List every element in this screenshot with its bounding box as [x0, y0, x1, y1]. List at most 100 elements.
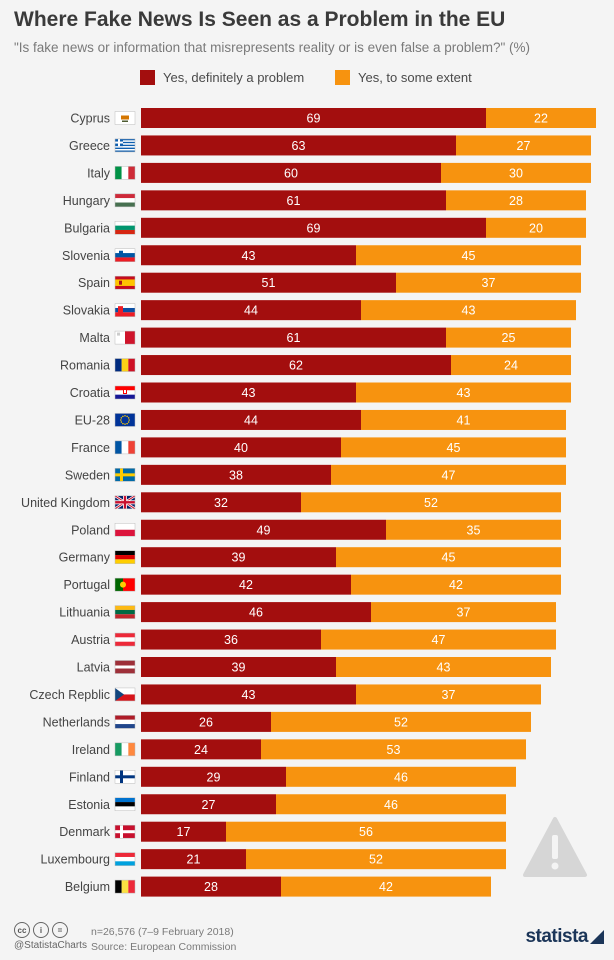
- category-label: Romania: [60, 359, 110, 373]
- bar-value-definitely: 46: [249, 606, 263, 620]
- bar-some-extent: [336, 547, 561, 568]
- luxembourg-flag-icon: [114, 852, 136, 866]
- bar-definitely: [141, 629, 321, 650]
- germany-flag-icon: [114, 550, 136, 564]
- category-label: Sweden: [65, 468, 110, 482]
- category-label: EU-28: [75, 413, 110, 427]
- bar-value-some-extent: 52: [424, 496, 438, 510]
- category-label: Hungary: [63, 194, 111, 208]
- bar-value-definitely: 26: [199, 715, 213, 729]
- bar-value-definitely: 43: [242, 386, 256, 400]
- warning-icon: [523, 817, 587, 877]
- category-label: Austria: [71, 633, 110, 647]
- bar-value-some-extent: 42: [449, 578, 463, 592]
- bar-value-definitely: 69: [307, 221, 321, 235]
- bar-some-extent: [246, 849, 506, 870]
- bar-value-definitely: 39: [232, 661, 246, 675]
- bar-some-extent: [456, 135, 591, 156]
- bar-some-extent: [441, 162, 591, 183]
- cyprus-flag-icon: [114, 111, 136, 125]
- netherlands-flag-icon: [114, 715, 136, 729]
- bar-some-extent: [271, 711, 531, 732]
- bar-definitely: [141, 464, 331, 485]
- bar-value-some-extent: 41: [457, 413, 471, 427]
- bar-definitely: [141, 684, 356, 705]
- bar-some-extent: [451, 355, 571, 376]
- sample-note: n=26,576 (7–9 February 2018): [91, 926, 234, 938]
- bar-value-definitely: 44: [244, 413, 258, 427]
- bar-some-extent: [351, 574, 561, 595]
- denmark-flag-icon: [114, 824, 136, 839]
- category-label: Finland: [69, 770, 110, 784]
- bar-some-extent: [371, 602, 556, 623]
- bar-definitely: [141, 135, 456, 156]
- category-label: Ireland: [72, 743, 110, 757]
- greece-flag-icon: [114, 138, 136, 153]
- bar-value-definitely: 63: [292, 139, 306, 153]
- bar-value-some-extent: 45: [442, 551, 456, 565]
- category-label: Latvia: [77, 661, 110, 675]
- category-label: Portugal: [63, 578, 110, 592]
- bar-value-definitely: 24: [194, 743, 208, 757]
- legend-item-definitely: Yes, definitely a problem: [140, 70, 304, 85]
- bar-value-some-extent: 37: [442, 688, 456, 702]
- bar-value-definitely: 49: [257, 523, 271, 537]
- category-label: Estonia: [68, 798, 110, 812]
- by-icon: i: [33, 922, 49, 938]
- bar-some-extent: [286, 766, 516, 787]
- chart-title: Where Fake News Is Seen as a Problem in …: [14, 8, 506, 31]
- bar-value-definitely: 38: [229, 468, 243, 482]
- bar-value-some-extent: 56: [359, 825, 373, 839]
- bar-value-some-extent: 52: [369, 853, 383, 867]
- latvia-flag-icon: [114, 660, 136, 674]
- finland-flag-icon: [114, 770, 136, 784]
- poland-flag-icon: [114, 523, 136, 537]
- bar-value-some-extent: 52: [394, 715, 408, 729]
- bar-value-definitely: 29: [207, 770, 221, 784]
- bar-value-definitely: 32: [214, 496, 228, 510]
- bar-definitely: [141, 766, 286, 787]
- social-handle: @StatistaCharts: [14, 940, 87, 951]
- bar-value-definitely: 17: [177, 825, 191, 839]
- bar-definitely: [141, 711, 271, 732]
- bar-definitely: [141, 437, 341, 458]
- category-label: Croatia: [70, 386, 110, 400]
- bar-value-definitely: 40: [234, 441, 248, 455]
- bar-value-definitely: 28: [204, 880, 218, 894]
- bar-definitely: [141, 355, 451, 376]
- statista-logo: statista: [525, 926, 604, 948]
- bar-value-some-extent: 46: [394, 770, 408, 784]
- bar-some-extent: [356, 245, 581, 266]
- bar-some-extent: [281, 876, 491, 897]
- chart-subtitle: "Is fake news or information that misrep…: [14, 40, 531, 55]
- austria-flag-icon: [114, 632, 136, 647]
- bar-definitely: [141, 876, 281, 897]
- bar-value-some-extent: 37: [457, 606, 471, 620]
- bar-some-extent: [446, 190, 586, 211]
- bar-value-some-extent: 35: [467, 523, 481, 537]
- bar-definitely: [141, 272, 396, 293]
- category-label: Belgium: [65, 880, 110, 894]
- hungary-flag-icon: [114, 193, 136, 208]
- sweden-flag-icon: [114, 468, 136, 482]
- bar-some-extent: [486, 108, 596, 128]
- bar-value-definitely: 51: [262, 276, 276, 290]
- bar-definitely: [141, 327, 446, 348]
- bar-definitely: [141, 519, 386, 540]
- category-label: Lithuania: [59, 606, 110, 620]
- legend-swatch-definitely: [140, 70, 155, 85]
- czech-flag-icon: [114, 687, 136, 702]
- croatia-flag-icon: [114, 385, 136, 400]
- slovenia-flag-icon: [114, 248, 136, 262]
- bar-value-some-extent: 37: [482, 276, 496, 290]
- brand-name: statista: [525, 926, 588, 947]
- bar-value-some-extent: 25: [502, 331, 516, 345]
- spain-flag-icon: [114, 275, 136, 290]
- bar-definitely: [141, 382, 356, 403]
- bar-definitely: [141, 657, 336, 677]
- bar-value-some-extent: 46: [384, 798, 398, 812]
- bar-some-extent: [361, 409, 566, 430]
- bar-value-some-extent: 20: [529, 221, 543, 235]
- bar-some-extent: [486, 217, 586, 238]
- bar-value-definitely: 21: [187, 853, 201, 867]
